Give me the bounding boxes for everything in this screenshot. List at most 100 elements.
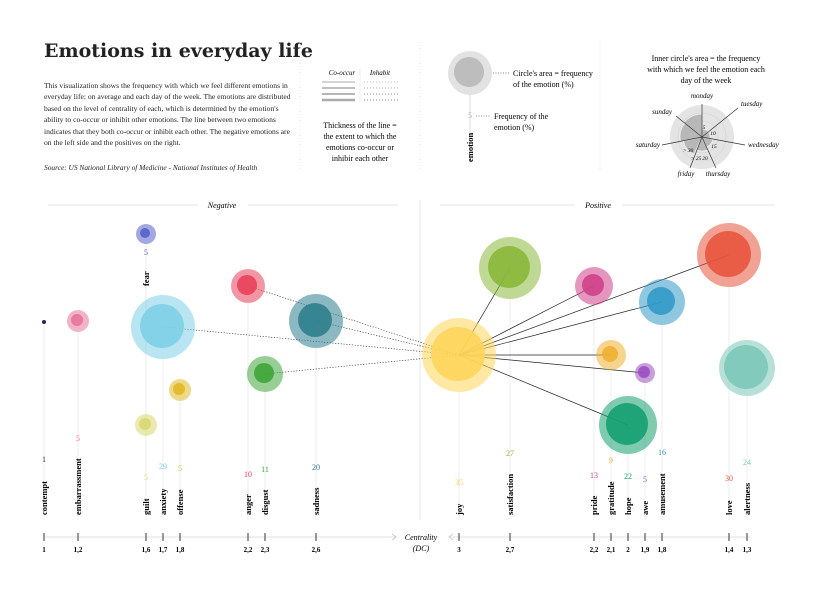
- wheel-spoke: [701, 136, 717, 169]
- day-label-thursday: thursday: [706, 170, 731, 178]
- description: This visualization shows the frequency w…: [44, 81, 291, 148]
- emotion-label-awe: awe: [640, 501, 650, 515]
- source: Source: US National Library of Medicine …: [44, 163, 258, 172]
- bubble-inner-awe: [638, 366, 650, 378]
- bubble-inner-joy: [431, 327, 485, 381]
- emotion-label-gratitude: gratitude: [606, 481, 616, 515]
- bubble-inner-love: [705, 231, 751, 277]
- wheel-spoke: [701, 136, 746, 146]
- frequency-label-anxiety: 29: [159, 462, 167, 471]
- emotion-label-disgust: disgust: [260, 489, 270, 515]
- legend-frequency-text: emotion (%): [494, 123, 535, 132]
- section-negative: Negative: [207, 201, 237, 210]
- emotion-label-anxiety: anxiety: [158, 488, 168, 515]
- tick-label: 2,1: [607, 546, 616, 554]
- frequency-label-fear: 5: [144, 248, 148, 257]
- day-label-tuesday: tuesday: [741, 100, 763, 108]
- frequency-label-contempt: 1: [42, 455, 46, 464]
- emotion-label-offense: offense: [175, 489, 185, 515]
- legend-thickness-text: emotions co-occur or: [326, 143, 394, 152]
- day-label-wednesday: wednesday: [748, 141, 780, 149]
- link-joy-sadness: [315, 320, 460, 356]
- tick-label: 1,8: [658, 546, 667, 554]
- legend-inhabit: Inhabit: [369, 69, 391, 77]
- link-joy-disgust: [264, 354, 460, 375]
- day-label-sunday: sunday: [652, 108, 673, 116]
- bubble-inner-anxiety: [140, 304, 184, 348]
- frequency-label-hope: 22: [624, 472, 632, 481]
- legend-sample-value: 5: [468, 111, 472, 120]
- emotion-label-alertness: alertness: [742, 482, 752, 515]
- wheel-ring-value: > 30: [683, 148, 694, 154]
- bubble-inner-satisfaction: [488, 246, 530, 288]
- axis-arrow: [448, 533, 454, 541]
- wheel-ring-value: 10: [710, 131, 716, 137]
- frequency-label-joy: 35: [455, 478, 463, 487]
- tick-label: 1,6: [142, 546, 151, 554]
- tick-label: 1,3: [743, 546, 752, 554]
- emotion-label-anger: anger: [243, 494, 253, 515]
- tick-label: 2,6: [312, 546, 321, 554]
- emotion-label-fear: fear: [141, 271, 151, 286]
- bubble-inner-fear: [140, 228, 150, 238]
- emotion-label-amusement: amusement: [657, 473, 667, 515]
- section-positive: Positive: [584, 201, 611, 210]
- bubble-inner-sadness: [298, 303, 332, 337]
- bubble-inner-alertness: [724, 345, 768, 389]
- wheel-spoke: [661, 136, 703, 146]
- day-label-friday: friday: [678, 170, 696, 178]
- legend-frequency-text: Frequency of the: [494, 112, 549, 121]
- legend-area-text: of the emotion (%): [513, 80, 574, 89]
- frequency-label-pride: 13: [590, 471, 598, 480]
- legend-cooccur: Co-occur: [329, 69, 356, 77]
- tick-label: 1,7: [159, 546, 168, 554]
- legend-thickness-text: inhibir each other: [332, 154, 389, 163]
- frequency-label-sadness: 20: [312, 463, 320, 472]
- tick-label: 2: [626, 546, 630, 554]
- frequency-label-embarrassment: 5: [76, 434, 80, 443]
- day-label-saturday: saturday: [636, 141, 661, 149]
- legend-area-text: Circle's area = frequency: [513, 69, 593, 78]
- bubble-contempt: [42, 320, 46, 324]
- frequency-label-offense: 5: [178, 464, 182, 473]
- emotion-label-embarrassment: embarrassment: [73, 458, 83, 515]
- frequency-label-satisfaction: 27: [506, 449, 514, 458]
- bubble-inner-hope: [606, 403, 648, 445]
- tick-label: 1,4: [725, 546, 734, 554]
- legend-thickness-text: the extent to which the: [324, 132, 397, 141]
- legend-sample-label: emotion: [465, 132, 475, 162]
- legend-inner-text: day of the week: [681, 76, 732, 85]
- emotion-label-sadness: sadness: [311, 487, 321, 515]
- wheel-ring-value: 15: [711, 144, 717, 150]
- emotion-label-contempt: contempt: [39, 481, 49, 515]
- emotion-label-guilt: guilt: [141, 498, 151, 515]
- frequency-label-awe: 5: [643, 475, 647, 484]
- tick-label: 1,9: [641, 546, 650, 554]
- tick-label: 3: [457, 546, 461, 554]
- frequency-label-gratitude: 9: [609, 456, 613, 465]
- wheel-ring-value: > 25: [691, 156, 702, 162]
- bubble-inner-offense: [173, 383, 185, 395]
- frequency-label-guilt: 5: [144, 473, 148, 482]
- frequency-label-amusement: 16: [658, 448, 666, 457]
- bubble-inner-pride: [582, 274, 604, 296]
- frequency-label-anger: 10: [244, 470, 252, 479]
- tick-label: 2,2: [244, 546, 253, 554]
- axis-title-unit: (DC): [413, 544, 430, 553]
- emotion-label-joy: joy: [454, 503, 464, 516]
- bubble-inner-disgust: [254, 363, 274, 383]
- tick-label: 2,7: [506, 546, 515, 554]
- wheel-spoke: [701, 107, 739, 138]
- bubble-inner-embarrassment: [71, 314, 83, 326]
- tick-label: 1,8: [176, 546, 185, 554]
- emotion-label-hope: hope: [623, 497, 633, 515]
- legend-inner-text: Inner circle's area = the frequency: [652, 54, 761, 63]
- legend-inner-circle: [454, 57, 484, 87]
- page-title: Emotions in everyday life: [44, 40, 313, 62]
- tick-label: 2,2: [590, 546, 599, 554]
- legend-inner-text: with which we feel the emotion each: [647, 65, 765, 74]
- wheel-spoke: [689, 136, 703, 169]
- tick-label: 1,2: [74, 546, 83, 554]
- tick-label: 1: [42, 546, 46, 554]
